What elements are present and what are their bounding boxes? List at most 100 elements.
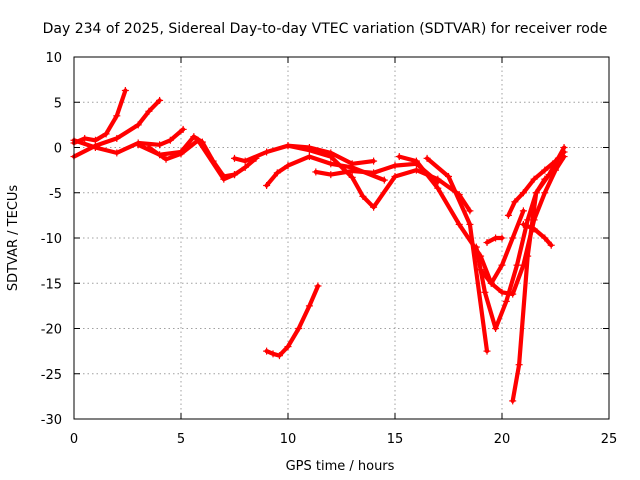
data-point <box>81 134 89 142</box>
data-point <box>547 241 555 249</box>
data-point <box>113 112 121 120</box>
data-point <box>509 290 517 298</box>
data-point <box>348 173 356 181</box>
data-point <box>241 157 249 165</box>
data-point <box>541 234 549 242</box>
data-point <box>541 189 549 197</box>
x-tick-label: 15 <box>387 432 404 447</box>
data-point <box>532 189 540 197</box>
data-point <box>412 166 420 174</box>
data-point <box>162 155 170 163</box>
data-point <box>327 160 335 168</box>
data-point <box>263 347 271 355</box>
data-point <box>519 220 527 228</box>
data-point <box>269 350 277 358</box>
data-point <box>498 234 506 242</box>
data-point <box>560 148 568 156</box>
data-point <box>370 157 378 165</box>
x-tick-label: 25 <box>601 432 618 447</box>
data-point <box>305 153 313 161</box>
data-point <box>492 234 500 242</box>
y-tick-label: -5 <box>49 187 62 202</box>
data-point <box>380 176 388 184</box>
data-point <box>156 96 164 104</box>
series-sat-m <box>484 235 505 245</box>
y-tick-label: -30 <box>41 413 62 428</box>
y-tick-label: 5 <box>54 96 62 111</box>
data-point <box>134 141 142 149</box>
series-sat-a <box>71 88 128 146</box>
series-sat-k <box>425 156 490 354</box>
data-point <box>481 288 489 296</box>
data-point <box>370 203 378 211</box>
data-point <box>545 171 553 179</box>
data-point <box>284 343 292 351</box>
data-point <box>284 142 292 150</box>
data-point <box>156 141 164 149</box>
data-point <box>423 154 431 162</box>
x-tick-label: 10 <box>280 432 297 447</box>
x-tick-label: 5 <box>177 432 185 447</box>
data-point <box>524 216 532 224</box>
data-point <box>263 148 271 156</box>
data-point <box>391 172 399 180</box>
series-sat-e <box>146 138 237 182</box>
data-point <box>466 220 474 228</box>
data-point <box>513 261 521 269</box>
data-point <box>492 325 500 332</box>
y-tick-label: -25 <box>41 368 62 383</box>
data-point <box>284 162 292 170</box>
data-point <box>91 144 99 151</box>
y-tick-label: 10 <box>45 51 62 66</box>
data-point <box>519 207 527 215</box>
data-point <box>102 130 110 138</box>
data-point <box>434 184 442 192</box>
data-point <box>121 86 129 94</box>
x-tick-label: 0 <box>70 432 78 447</box>
data-point <box>295 325 303 332</box>
data-point <box>483 347 491 355</box>
y-tick-label: -10 <box>41 232 62 247</box>
y-tick-label: -20 <box>41 323 62 338</box>
data-point <box>231 154 238 162</box>
data-point <box>412 157 420 165</box>
data-point <box>466 207 474 215</box>
data-point <box>145 144 153 151</box>
data-point <box>541 166 549 174</box>
chart-title: Day 234 of 2025, Sidereal Day-to-day VTE… <box>43 21 608 37</box>
data-point <box>263 182 271 190</box>
x-axis-title: GPS time / hours <box>286 459 395 474</box>
data-point <box>145 107 153 115</box>
data-layer <box>70 86 568 405</box>
data-point <box>391 162 399 170</box>
data-point <box>327 171 335 179</box>
data-point <box>504 211 512 219</box>
y-tick-label: 0 <box>54 142 62 157</box>
data-point <box>305 302 313 310</box>
data-point <box>498 261 506 269</box>
data-point <box>314 282 322 290</box>
data-point <box>445 172 452 180</box>
data-point <box>231 171 238 179</box>
data-point <box>477 266 485 274</box>
data-point <box>305 146 313 154</box>
data-point <box>487 279 495 287</box>
data-point <box>530 175 538 183</box>
data-point <box>455 220 463 228</box>
data-point <box>552 157 559 165</box>
y-axis-title: SDTVAR / TECUs <box>6 185 21 292</box>
data-point <box>113 149 121 157</box>
series-sat-r <box>264 283 321 358</box>
data-point <box>190 133 198 141</box>
data-point <box>134 121 142 129</box>
data-point <box>509 397 517 405</box>
data-point <box>179 125 187 133</box>
x-tick-label: 20 <box>494 432 511 447</box>
data-point <box>370 169 378 177</box>
data-point <box>524 252 532 260</box>
data-point <box>194 136 202 144</box>
data-point <box>395 153 403 161</box>
data-point <box>166 136 174 144</box>
